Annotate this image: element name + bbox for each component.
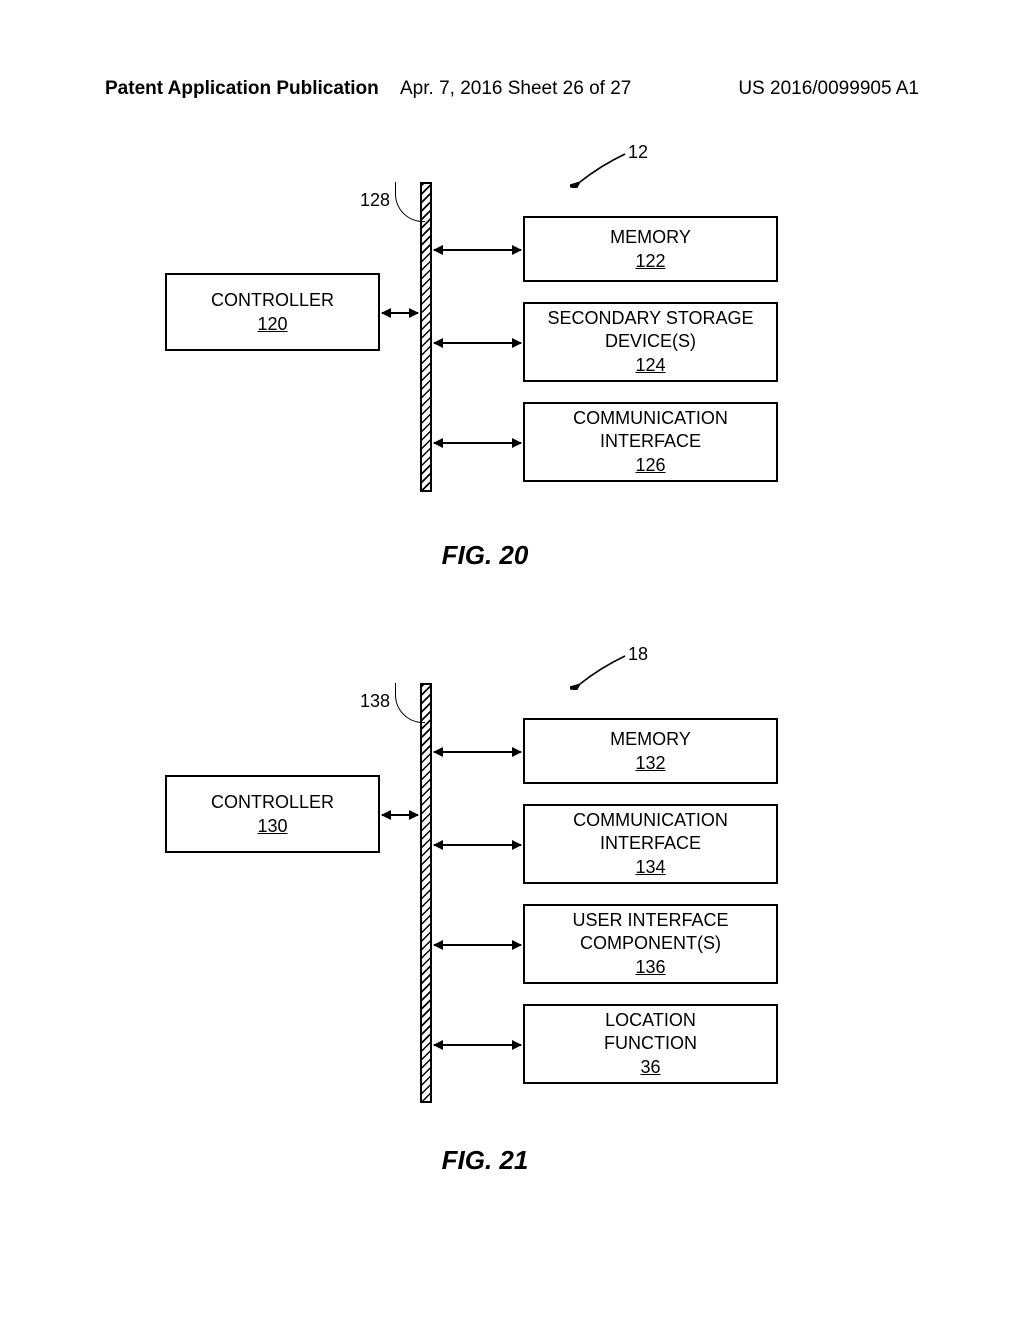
fig21-ref-arrow: 18	[570, 650, 650, 695]
fig21-comm-label: COMMUNICATION INTERFACE	[573, 809, 728, 854]
fig20-controller-label: CONTROLLER	[211, 289, 334, 312]
fig21-bus-label: 138	[360, 691, 390, 712]
fig21-bus	[420, 683, 432, 1103]
fig21-conn-ui	[434, 944, 521, 946]
header-publication: Patent Application Publication	[105, 78, 379, 100]
fig20-memory-ref: 122	[635, 250, 665, 273]
fig21-ui-label: USER INTERFACE COMPONENT(S)	[572, 909, 728, 954]
fig20-conn-memory	[434, 249, 521, 251]
fig20-memory-block: MEMORY 122	[523, 216, 778, 282]
fig21-bus-leader	[395, 683, 425, 723]
fig21-ref-label: 18	[628, 644, 648, 665]
fig21-conn-location	[434, 1044, 521, 1046]
fig21-controller-label: CONTROLLER	[211, 791, 334, 814]
fig21-memory-block: MEMORY 132	[523, 718, 778, 784]
fig21-conn-comm	[434, 844, 521, 846]
fig21-ui-ref: 136	[635, 956, 665, 979]
fig20-storage-ref: 124	[635, 354, 665, 377]
fig21-location-ref: 36	[640, 1056, 660, 1079]
fig21-controller-ref: 130	[257, 815, 287, 838]
fig21-comm-ref: 134	[635, 856, 665, 879]
fig20-caption: FIG. 20	[385, 540, 585, 571]
fig20-conn-controller	[382, 312, 418, 314]
fig20-ref-arrow: 12	[570, 148, 650, 193]
fig21-memory-label: MEMORY	[610, 728, 691, 751]
fig21-location-block: LOCATION FUNCTION 36	[523, 1004, 778, 1084]
fig21-conn-memory	[434, 751, 521, 753]
fig20-comm-block: COMMUNICATION INTERFACE 126	[523, 402, 778, 482]
fig20-comm-ref: 126	[635, 454, 665, 477]
fig20-ref-label: 12	[628, 142, 648, 163]
fig20-bus-leader	[395, 182, 425, 222]
fig20-storage-label: SECONDARY STORAGE DEVICE(S)	[547, 307, 753, 352]
fig21-controller-block: CONTROLLER 130	[165, 775, 380, 853]
header-sheet: Apr. 7, 2016 Sheet 26 of 27	[400, 78, 631, 100]
fig21-caption: FIG. 21	[385, 1145, 585, 1176]
fig20-memory-label: MEMORY	[610, 226, 691, 249]
page: Patent Application Publication Apr. 7, 2…	[0, 0, 1024, 1320]
fig21-ui-block: USER INTERFACE COMPONENT(S) 136	[523, 904, 778, 984]
fig21-comm-block: COMMUNICATION INTERFACE 134	[523, 804, 778, 884]
fig20-controller-ref: 120	[257, 313, 287, 336]
fig20-storage-block: SECONDARY STORAGE DEVICE(S) 124	[523, 302, 778, 382]
fig20-conn-storage	[434, 342, 521, 344]
fig20-conn-comm	[434, 442, 521, 444]
fig20-bus	[420, 182, 432, 492]
fig20-bus-label: 128	[360, 190, 390, 211]
fig21-location-label: LOCATION FUNCTION	[604, 1009, 697, 1054]
fig20-controller-block: CONTROLLER 120	[165, 273, 380, 351]
fig21-conn-controller	[382, 814, 418, 816]
fig20-comm-label: COMMUNICATION INTERFACE	[573, 407, 728, 452]
header-pubnum: US 2016/0099905 A1	[738, 78, 919, 100]
fig21-memory-ref: 132	[635, 752, 665, 775]
